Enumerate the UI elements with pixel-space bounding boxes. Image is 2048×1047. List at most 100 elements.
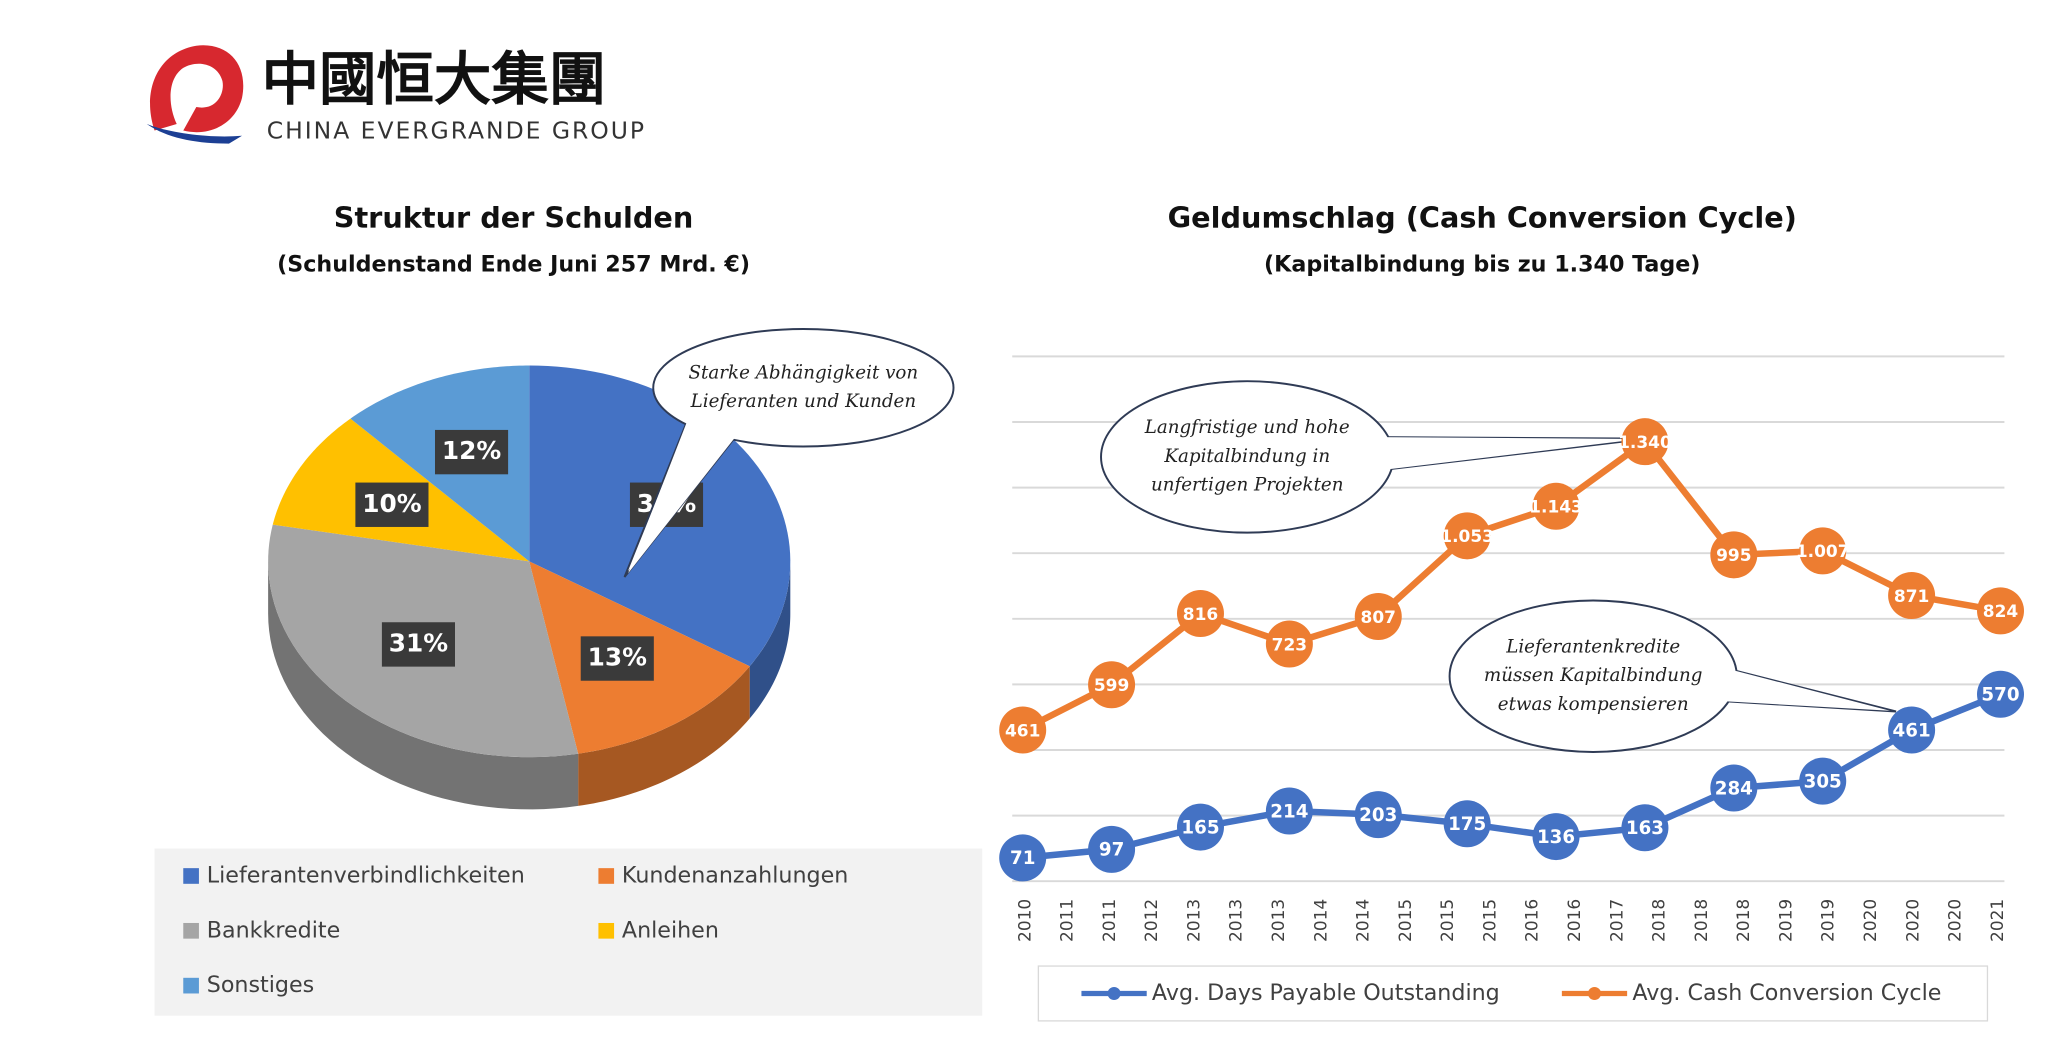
marker — [1621, 418, 1669, 466]
legend-label: Anleihen — [622, 917, 719, 943]
pie-side — [268, 561, 579, 810]
data-label: 871 — [1894, 587, 1929, 607]
logo-mark — [150, 45, 244, 133]
data-label: 461 — [1005, 721, 1040, 741]
data-label: 1.143 — [1529, 498, 1583, 518]
chart-subtitle: (Schuldenstand Ende Juni 257 Mrd. €) — [277, 252, 750, 278]
x-tick-label: 2014 — [1354, 899, 1374, 942]
data-label: 13% — [588, 643, 648, 672]
marker — [1888, 706, 1936, 754]
legend-marker — [1107, 986, 1121, 1001]
x-tick-label: 2013 — [1269, 899, 1289, 942]
callout-tail — [1713, 667, 1891, 711]
legend-box — [1037, 965, 1989, 1022]
legend-label: Kundenanzahlungen — [622, 862, 848, 888]
data-label: 1.053 — [1440, 527, 1494, 547]
x-tick-label: 2011 — [1100, 899, 1120, 942]
data-label-box — [381, 622, 456, 667]
chart-subtitle: (Kapitalbindung bis zu 1.340 Tage) — [1264, 252, 1700, 278]
data-label: 97 — [1099, 840, 1124, 861]
marker — [1088, 825, 1136, 873]
legend-box — [154, 848, 983, 1016]
legend-label: Avg. Cash Conversion Cycle — [1632, 980, 1941, 1006]
data-label: 305 — [1804, 771, 1842, 792]
data-label: 214 — [1270, 801, 1308, 822]
marker — [1354, 593, 1402, 641]
marker — [1265, 787, 1313, 835]
x-tick-label: 2019 — [1776, 899, 1796, 942]
data-label: 599 — [1094, 676, 1129, 696]
data-label: 807 — [1361, 608, 1396, 628]
x-tick-label: 2020 — [1861, 899, 1881, 942]
data-label: 995 — [1716, 546, 1751, 566]
data-label: 12% — [442, 436, 502, 465]
logo-subtitle: CHINA EVERGRANDE GROUP — [267, 116, 646, 144]
data-label: 570 — [1981, 685, 2019, 706]
x-tick-label: 2013 — [1184, 899, 1204, 942]
pie-side — [578, 666, 750, 806]
data-label: 31% — [389, 628, 449, 657]
data-label: 163 — [1626, 818, 1664, 839]
x-tick-label: 2010 — [1015, 899, 1035, 942]
data-label: 723 — [1272, 635, 1307, 655]
legend-label: Bankkredite — [207, 917, 340, 943]
data-label: 71 — [1010, 848, 1035, 869]
annotation: etwas kompensieren — [1498, 694, 1689, 715]
marker — [999, 706, 1047, 754]
logo-mark — [146, 124, 243, 144]
x-tick-label: 2014 — [1311, 899, 1331, 942]
marker — [1088, 661, 1136, 709]
legend-label: Sonstiges — [207, 972, 314, 998]
marker — [1710, 764, 1758, 812]
marker — [1176, 590, 1224, 638]
data-label: 175 — [1448, 814, 1486, 835]
data-label: 165 — [1181, 817, 1219, 838]
data-label: 1.007 — [1796, 542, 1850, 562]
callout-tail — [628, 415, 738, 574]
x-tick-label: 2012 — [1142, 899, 1162, 942]
annotation: Lieferanten und Kunden — [690, 391, 917, 412]
callout — [652, 328, 955, 448]
legend-label: Avg. Days Payable Outstanding — [1152, 980, 1500, 1006]
logo: 中國恒大集團 CHINA EVERGRANDE GROUP — [146, 45, 646, 144]
data-label: 1.340 — [1618, 433, 1672, 453]
x-tick-label: 2019 — [1819, 899, 1839, 942]
marker — [1977, 670, 2025, 718]
marker — [1354, 791, 1402, 839]
data-label: 824 — [1983, 602, 2019, 622]
data-label: 461 — [1893, 720, 1931, 741]
data-label: 203 — [1359, 805, 1397, 826]
marker — [1532, 482, 1580, 530]
marker — [1265, 620, 1313, 668]
x-tick-label: 2020 — [1946, 899, 1966, 942]
legend-swatch — [598, 922, 615, 939]
pie-side — [749, 561, 791, 719]
logo-name: 中國恒大集團 — [262, 46, 607, 113]
marker — [1799, 527, 1847, 575]
marker — [1799, 757, 1847, 805]
x-tick-label: 2018 — [1734, 899, 1754, 942]
legend-swatch — [598, 868, 615, 884]
annotation: Lieferantenkredite — [1505, 637, 1680, 658]
x-tick-label: 2017 — [1607, 899, 1627, 942]
x-tick-label: 2018 — [1692, 899, 1712, 942]
legend-label: Lieferantenverbindlichkeiten — [207, 862, 525, 888]
marker — [1977, 587, 2025, 635]
marker — [1443, 512, 1491, 560]
legend-marker — [1587, 986, 1602, 1001]
annotation: Starke Abhängigkeit von — [689, 362, 919, 383]
data-label: 816 — [1183, 605, 1218, 625]
data-label-box — [355, 482, 429, 527]
annotation: Langfristige und hohe — [1144, 417, 1350, 438]
chart-title: Geldumschlag (Cash Conversion Cycle) — [1168, 200, 1797, 234]
annotation: Kapitalbindung in — [1163, 446, 1330, 467]
chart-title: Struktur der Schulden — [334, 200, 694, 234]
legend-swatch — [183, 868, 199, 884]
x-tick-label: 2016 — [1565, 899, 1585, 942]
marker — [1532, 813, 1580, 861]
data-label: 136 — [1537, 827, 1575, 848]
marker — [1621, 804, 1669, 852]
data-label-box — [434, 429, 509, 475]
